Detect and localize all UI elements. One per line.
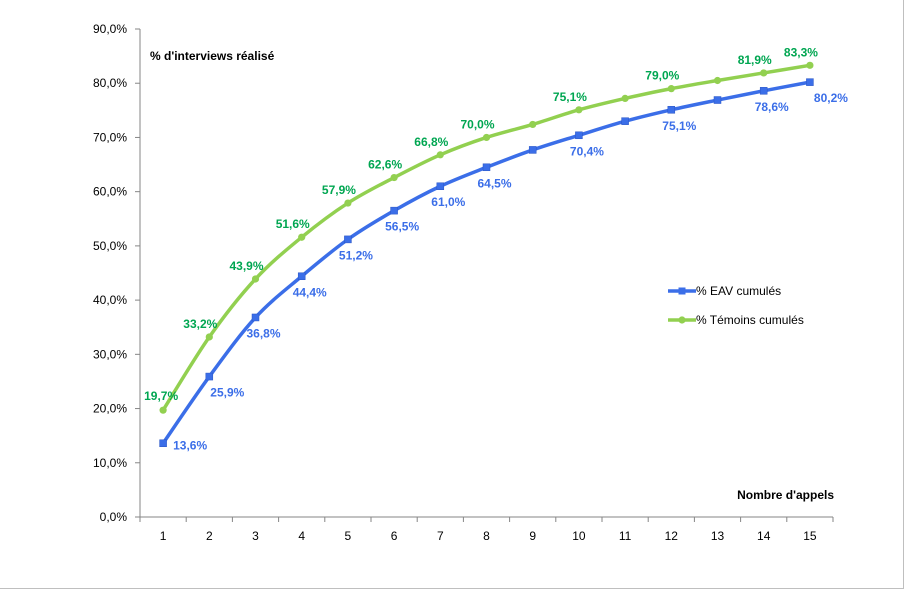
data-point-eav <box>297 272 306 281</box>
data-label-temoins: 51,6% <box>276 217 310 231</box>
data-point-temoins <box>298 233 306 241</box>
data-label-eav: 80,2% <box>814 91 848 105</box>
data-label-temoins: 79,0% <box>645 69 679 83</box>
legend: % EAV cumulés % Témoins cumulés <box>668 284 804 327</box>
data-label-temoins: 66,8% <box>414 135 448 149</box>
data-point-temoins <box>344 199 352 207</box>
data-point-eav <box>759 87 768 95</box>
data-point-temoins <box>436 151 444 159</box>
data-point-eav <box>251 313 260 322</box>
data-point-eav <box>621 117 629 125</box>
data-point-temoins <box>760 69 768 77</box>
data-label-eav: 44,4% <box>293 285 327 299</box>
data-label-temoins: 19,7% <box>144 389 178 403</box>
y-tick-label: 0,0% <box>100 510 128 524</box>
x-tick-label: 2 <box>206 529 213 543</box>
x-tick-label: 5 <box>345 529 352 543</box>
data-labels-layer: 13,6% 25,9% 36,8% 44,4% 51,2% 56,5% 61,0% 64,5%… <box>144 45 848 452</box>
y-tick-label: 30,0% <box>93 347 127 361</box>
legend-marker <box>678 287 686 295</box>
data-label-temoins: 75,1% <box>553 90 587 104</box>
data-label-eav: 70,4% <box>570 144 604 158</box>
data-label-eav: 51,2% <box>339 248 373 262</box>
data-point-temoins <box>621 94 629 103</box>
data-point-eav <box>667 106 676 114</box>
data-label-temoins: 62,6% <box>368 158 402 172</box>
data-label-temoins: 57,9% <box>322 183 356 197</box>
y-tick-label: 60,0% <box>93 185 127 199</box>
data-label-eav: 64,5% <box>478 176 512 190</box>
x-tick-label: 3 <box>252 529 259 543</box>
axes <box>139 29 833 518</box>
data-point-temoins <box>667 85 675 93</box>
y-tick-label: 20,0% <box>93 402 127 416</box>
data-point-temoins <box>806 61 814 69</box>
x-tick-label: 7 <box>437 529 444 543</box>
data-point-temoins <box>575 106 583 114</box>
data-point-eav <box>806 78 814 86</box>
data-point-eav <box>159 439 167 448</box>
x-axis-ticks: 1 2 3 4 5 6 7 8 9 10 11 12 13 14 15 <box>139 517 834 543</box>
data-label-temoins: 33,2% <box>183 317 217 331</box>
x-tick-label: 15 <box>803 529 817 543</box>
data-point-temoins <box>251 275 260 283</box>
y-axis-title: % d'interviews réalisé <box>150 49 275 63</box>
data-label-eav: 78,6% <box>755 100 789 114</box>
data-point-eav <box>575 131 583 140</box>
data-point-eav <box>482 163 491 172</box>
data-label-temoins: 70,0% <box>461 117 495 131</box>
y-tick-label: 70,0% <box>93 130 127 144</box>
x-tick-label: 1 <box>160 529 167 543</box>
data-label-eav: 75,1% <box>662 119 696 133</box>
data-label-eav: 56,5% <box>385 220 419 234</box>
x-tick-label: 8 <box>483 529 490 543</box>
data-label-eav: 36,8% <box>247 326 281 340</box>
data-point-eav <box>713 96 722 104</box>
data-point-eav <box>205 372 214 381</box>
x-tick-label: 4 <box>298 529 305 543</box>
data-point-eav <box>436 182 445 190</box>
x-tick-label: 6 <box>391 529 398 543</box>
y-tick-label: 50,0% <box>93 239 127 253</box>
y-tick-label: 80,0% <box>93 76 127 90</box>
data-point-temoins <box>529 120 537 129</box>
legend-entry-label: % EAV cumulés <box>696 284 781 298</box>
data-point-temoins <box>390 173 398 182</box>
x-tick-label: 12 <box>665 529 679 543</box>
data-point-eav <box>344 235 352 244</box>
y-tick-label: 40,0% <box>93 293 127 307</box>
y-axis-ticks: 0,0% 10,0% 20,0% 30,0% 40,0% 50,0% 60,0% 70,0% 8… <box>93 22 140 524</box>
y-tick-label: 10,0% <box>93 456 127 470</box>
series-layer <box>159 61 814 448</box>
data-point-eav <box>390 206 398 215</box>
data-point-eav <box>528 146 537 154</box>
data-point-temoins <box>159 406 167 414</box>
data-label-eav: 13,6% <box>173 438 207 452</box>
legend-entry-label: % Témoins cumulés <box>696 313 804 327</box>
data-point-temoins <box>713 76 722 85</box>
x-tick-label: 14 <box>757 529 771 543</box>
data-point-temoins <box>205 333 213 341</box>
x-tick-label: 11 <box>619 529 632 543</box>
data-label-temoins: 83,3% <box>784 45 818 59</box>
data-label-eav: 25,9% <box>210 386 244 400</box>
data-point-temoins <box>482 133 491 142</box>
x-tick-label: 10 <box>572 529 586 543</box>
x-axis-title: Nombre d'appels <box>737 488 834 502</box>
data-label-temoins: 81,9% <box>738 53 772 67</box>
x-tick-label: 13 <box>711 529 725 543</box>
x-tick-label: 9 <box>529 529 536 543</box>
y-tick-label: 90,0% <box>93 22 127 36</box>
data-label-eav: 61,0% <box>431 195 465 209</box>
legend-marker <box>678 316 686 324</box>
data-label-temoins: 43,9% <box>230 259 264 273</box>
